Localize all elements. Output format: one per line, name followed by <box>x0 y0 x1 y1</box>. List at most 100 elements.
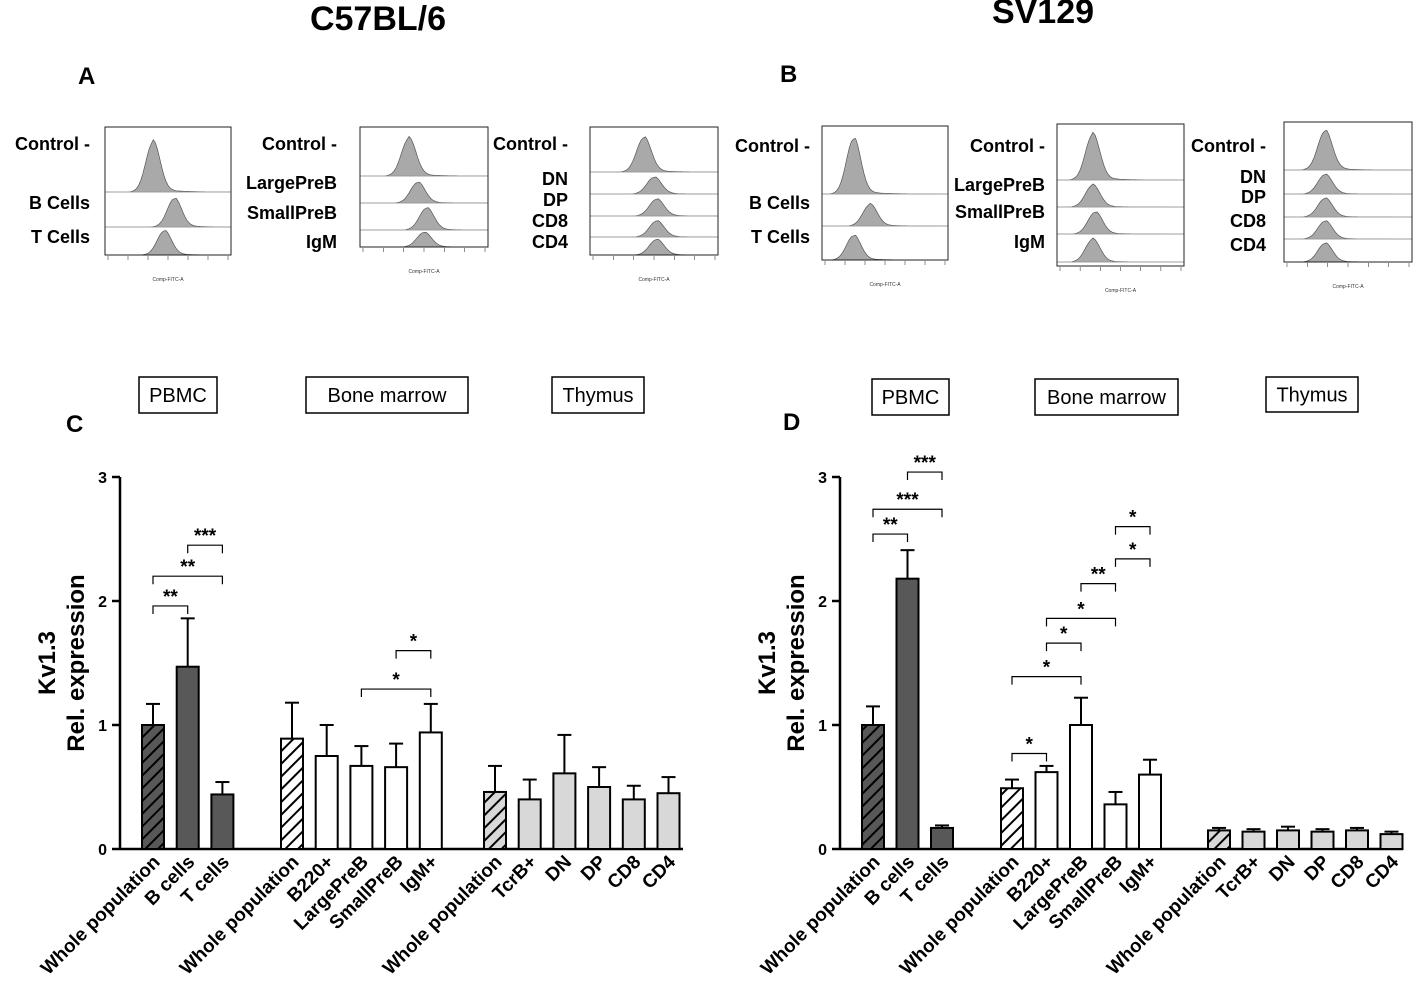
significance-bracket <box>395 650 432 659</box>
significance-bracket <box>1114 558 1151 567</box>
group-header-label: Thymus <box>562 385 633 407</box>
histogram-trace <box>1284 242 1412 263</box>
significance-bracket <box>1045 617 1117 627</box>
significance-label: * <box>1129 508 1137 529</box>
bar <box>1069 724 1093 850</box>
x-category-label: Whole population <box>896 852 1024 980</box>
histogram-panel-b2: Control - LargePreB SmallPreB IgM Comp-FITC-… <box>954 123 1185 294</box>
group-header-box <box>1265 376 1359 413</box>
x-category-label: IgM+ <box>397 852 443 898</box>
significance-bracket <box>1114 526 1151 535</box>
bar <box>175 665 200 850</box>
histogram-trace <box>1057 183 1184 208</box>
group-header-label: PBMC <box>882 387 940 409</box>
y-axis-title: Kv1.3 <box>754 631 781 695</box>
strain-title-right: SV129 <box>992 0 1094 31</box>
histogram-row-label: CD4 <box>532 232 568 252</box>
significance-label: * <box>1129 540 1137 561</box>
histogram-trace <box>1284 197 1412 218</box>
group-header-label: Thymus <box>1276 385 1347 407</box>
group-header-label: PBMC <box>149 385 207 407</box>
histogram-trace <box>360 232 488 248</box>
significance-label: * <box>1077 599 1085 620</box>
group-header-label: Bone marrow <box>1047 387 1166 409</box>
y-tick-label: 3 <box>98 470 107 487</box>
bar <box>1310 830 1335 851</box>
y-tick-label: 2 <box>98 594 107 611</box>
bar <box>930 826 954 850</box>
significance-label: ** <box>1091 565 1106 586</box>
significance-label: * <box>410 632 418 653</box>
histogram-row-label: Control - <box>1191 136 1266 156</box>
bar <box>587 786 612 850</box>
significance-label: *** <box>194 526 217 547</box>
x-category-label: DN <box>1265 852 1299 886</box>
histogram-trace <box>360 181 489 204</box>
significance-label: *** <box>914 453 937 474</box>
significance-bracket <box>872 533 909 543</box>
x-category-label: Whole population <box>37 852 165 980</box>
x-category-label: Whole population <box>176 852 304 980</box>
y-tick-label: 0 <box>98 842 107 859</box>
group-header-box <box>1034 378 1179 416</box>
histogram-axis-label: Comp-FITC-A <box>408 269 440 275</box>
histogram-row-label: DN <box>1240 167 1266 187</box>
significance-label: ** <box>163 587 178 608</box>
histogram-trace <box>105 230 232 256</box>
x-category-label: Whole population <box>757 852 885 980</box>
histogram-row-label: LargePreB <box>954 175 1045 195</box>
bar <box>141 724 165 850</box>
bar-chart-d: PBMC Bone marrow Thymus 0 1 2 3 Kv1.3 Rel. expre… <box>754 376 1404 980</box>
bar <box>861 724 885 850</box>
bar <box>1379 833 1404 850</box>
histogram-row-label: Control - <box>15 134 90 154</box>
bar <box>210 793 235 851</box>
significance-bracket <box>152 575 223 585</box>
histogram-panel-a1: Control - B Cells T Cells Comp-FITC-A <box>15 126 232 283</box>
significance-label: * <box>1043 658 1051 679</box>
histogram-trace <box>105 198 232 228</box>
histogram-trace <box>1057 211 1184 235</box>
histogram-row-label: DP <box>1241 187 1266 207</box>
histogram-trace <box>105 138 232 193</box>
y-tick-label: 1 <box>98 718 107 735</box>
histogram-row-label: Control - <box>735 136 810 156</box>
histogram-frame <box>359 126 489 248</box>
histogram-row-label: CD8 <box>532 211 568 231</box>
x-category-label: CD4 <box>1361 851 1403 893</box>
histogram-row-label: B Cells <box>749 193 810 213</box>
significance-bracket <box>906 471 943 481</box>
histogram-axis-label: Comp-FITC-A <box>152 277 184 283</box>
x-category-label: DN <box>542 852 576 886</box>
histogram-trace <box>360 135 489 177</box>
histogram-trace <box>1284 129 1412 171</box>
histogram-trace <box>360 207 489 231</box>
histogram-trace <box>590 176 719 195</box>
histogram-row-label: Control - <box>970 136 1045 156</box>
bar <box>656 792 681 851</box>
group-header-label: Bone marrow <box>328 385 447 407</box>
bar <box>1276 829 1300 851</box>
significance-bracket <box>1045 642 1082 652</box>
histogram-row-label: IgM <box>1014 232 1045 252</box>
bar <box>1138 773 1162 850</box>
histogram-trace <box>1284 173 1412 195</box>
histogram-frame <box>104 126 232 256</box>
histogram-trace <box>590 136 719 173</box>
y-axis-title: Rel. expression <box>783 574 810 751</box>
histogram-row-label: B Cells <box>29 193 90 213</box>
histogram-trace <box>590 198 719 217</box>
bar <box>418 731 443 850</box>
histogram-panel-b1: Control - B Cells T Cells Comp-FITC-A <box>735 125 949 288</box>
significance-label: ** <box>180 557 195 578</box>
histogram-axis-label: Comp-FITC-A <box>638 277 670 283</box>
significance-bracket <box>1080 583 1117 592</box>
bar <box>349 764 374 850</box>
histogram-trace <box>590 220 719 238</box>
bar-charts: PBMC Bone marrow Thymus 0 1 2 3 Kv1.3 Rel. expre… <box>34 376 1404 980</box>
histogram-row-label: CD8 <box>1230 211 1266 231</box>
histogram-trace <box>822 202 948 227</box>
histogram-axis-label: Comp-FITC-A <box>1332 284 1364 290</box>
